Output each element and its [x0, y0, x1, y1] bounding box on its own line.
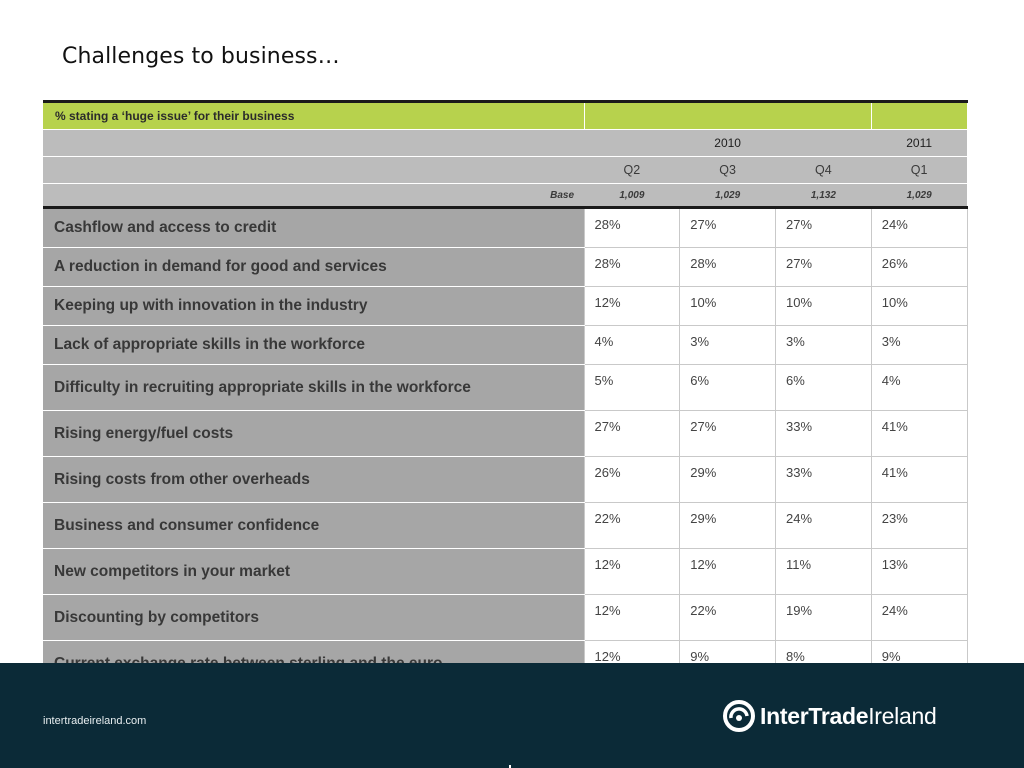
base-value: 1,029: [871, 183, 968, 208]
row-value: 33%: [775, 456, 872, 503]
row-value: 27%: [583, 410, 680, 457]
quarter-q2: Q2: [584, 156, 680, 184]
table-row: Rising energy/fuel costs 27% 27% 33% 41%: [43, 410, 968, 457]
year-header-row: 2010 2011: [43, 129, 968, 157]
row-value: 13%: [870, 548, 968, 595]
row-value: 29%: [679, 456, 776, 503]
row-label: Lack of appropriate skills in the workfo…: [43, 325, 584, 365]
challenges-table: % stating a ‘huge issue’ for their busin…: [43, 100, 968, 734]
year-2010: 2010: [584, 129, 872, 157]
table-row: Difficulty in recruiting appropriate ski…: [43, 364, 968, 411]
row-value: 3%: [679, 325, 776, 365]
table-row: New competitors in your market 12% 12% 11% 1…: [43, 548, 968, 595]
row-value: 29%: [679, 502, 776, 549]
row-value: 27%: [775, 207, 872, 248]
slide-title: Challenges to business…: [62, 44, 340, 69]
row-value: 28%: [583, 247, 680, 287]
row-value: 24%: [870, 207, 968, 248]
row-label: New competitors in your market: [43, 548, 584, 595]
row-value: 10%: [870, 286, 968, 326]
row-label: A reduction in demand for good and servi…: [43, 247, 584, 287]
row-value: 24%: [775, 502, 872, 549]
year-header-empty: [43, 129, 584, 157]
row-label: Rising costs from other overheads: [43, 456, 584, 503]
row-value: 41%: [870, 456, 968, 503]
row-value: 10%: [679, 286, 776, 326]
row-value: 27%: [679, 207, 776, 248]
table-row: A reduction in demand for good and servi…: [43, 247, 968, 287]
row-label: Rising energy/fuel costs: [43, 410, 584, 457]
year-2011: 2011: [871, 129, 968, 157]
footer-url[interactable]: intertradeireland.com: [43, 715, 147, 727]
row-value: 22%: [679, 594, 776, 641]
footer-bar: intertradeireland.com InterTradeIreland: [0, 663, 1024, 768]
row-value: 12%: [583, 548, 680, 595]
challenges-table-container: % stating a ‘huge issue’ for their busin…: [43, 100, 968, 734]
row-value: 12%: [583, 594, 680, 641]
row-value: 11%: [775, 548, 872, 595]
base-label: Base: [43, 183, 584, 208]
quarter-header-row: Q2 Q3 Q4 Q1: [43, 156, 968, 184]
swirl-logo-icon: [723, 700, 755, 732]
row-label: Discounting by competitors: [43, 594, 584, 641]
row-value: 4%: [583, 325, 680, 365]
row-value: 28%: [583, 207, 680, 248]
table-header-label: % stating a ‘huge issue’ for their busin…: [43, 101, 585, 130]
row-value: 12%: [583, 286, 680, 326]
row-value: 4%: [870, 364, 968, 411]
quarter-header-empty: [43, 156, 584, 184]
header-spacer: [584, 101, 872, 130]
row-value: 3%: [775, 325, 872, 365]
row-value: 12%: [679, 548, 776, 595]
row-value: 3%: [870, 325, 968, 365]
intertradeireland-logo: InterTradeIreland: [722, 699, 937, 733]
quarter-q4: Q4: [775, 156, 872, 184]
quarter-q3: Q3: [679, 156, 776, 184]
logo-text-regular: Ireland: [868, 702, 937, 729]
row-label: Keeping up with innovation in the indust…: [43, 286, 584, 326]
row-value: 19%: [775, 594, 872, 641]
row-value: 27%: [775, 247, 872, 287]
row-label: Business and consumer confidence: [43, 502, 584, 549]
row-value: 5%: [583, 364, 680, 411]
footer-mark: [509, 765, 511, 768]
table-row: Keeping up with innovation in the indust…: [43, 286, 968, 326]
row-value: 24%: [870, 594, 968, 641]
row-value: 26%: [583, 456, 680, 503]
row-label: Difficulty in recruiting appropriate ski…: [43, 364, 584, 411]
quarter-q1: Q1: [871, 156, 968, 184]
table-row: Discounting by competitors 12% 22% 19% 24%: [43, 594, 968, 641]
row-value: 6%: [679, 364, 776, 411]
table-header-row: % stating a ‘huge issue’ for their busin…: [43, 101, 968, 130]
row-value: 28%: [679, 247, 776, 287]
header-spacer: [871, 101, 968, 130]
row-value: 10%: [775, 286, 872, 326]
table-row: Business and consumer confidence 22% 29% 24…: [43, 502, 968, 549]
row-value: 6%: [775, 364, 872, 411]
row-value: 33%: [775, 410, 872, 457]
base-value: 1,029: [679, 183, 776, 208]
base-value: 1,009: [584, 183, 680, 208]
row-value: 27%: [679, 410, 776, 457]
row-value: 26%: [870, 247, 968, 287]
logo-wordmark: InterTradeIreland: [760, 702, 937, 730]
row-label: Cashflow and access to credit: [43, 207, 584, 248]
row-value: 23%: [870, 502, 968, 549]
row-value: 22%: [583, 502, 680, 549]
base-row: Base 1,009 1,029 1,132 1,029: [43, 183, 968, 208]
table-row: Cashflow and access to credit 28% 27% 27% 24…: [43, 207, 968, 248]
row-value: 41%: [870, 410, 968, 457]
table-row: Lack of appropriate skills in the workfo…: [43, 325, 968, 365]
base-value: 1,132: [775, 183, 872, 208]
table-row: Rising costs from other overheads 26% 29% 3…: [43, 456, 968, 503]
logo-text-bold: InterTrade: [760, 702, 869, 729]
